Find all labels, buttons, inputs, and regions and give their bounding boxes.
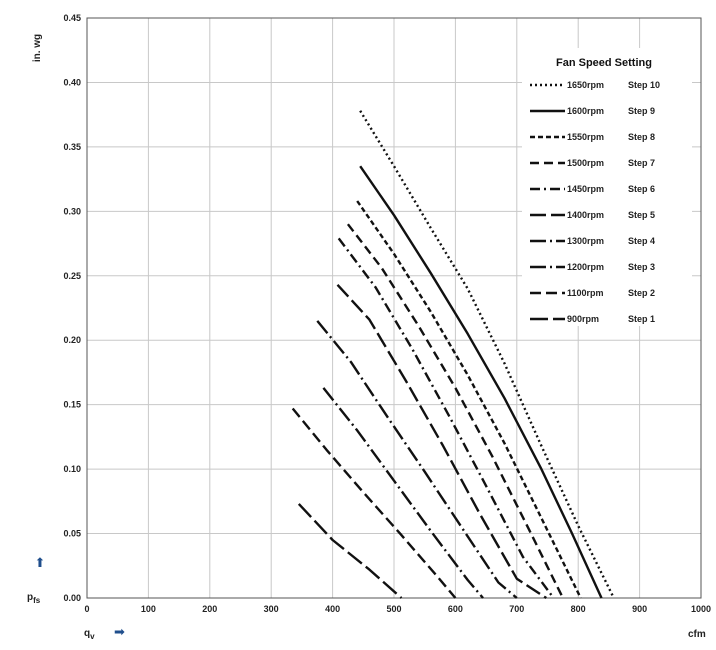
y-tick-label: 0.15 (63, 400, 81, 410)
series-line-1650rpm (359, 110, 615, 599)
series-line-1500rpm (346, 223, 564, 599)
tick-labels: 0 100 200 300 400 500 600 700 800 900 1000 0.00 0.05… (63, 13, 711, 614)
series-line-1200rpm (322, 387, 484, 599)
y-tick-label: 0.30 (63, 206, 81, 216)
series-line-1400rpm (336, 283, 547, 600)
y-tick-label: 0.40 (63, 77, 81, 87)
y-tick-label: 0.10 (63, 464, 81, 474)
x-tick-label: 800 (571, 604, 586, 614)
x-tick-label: 300 (264, 604, 279, 614)
y-unit-label: in. wg (32, 34, 43, 62)
legend-step-label: Step 2 (628, 288, 655, 298)
legend-title: Fan Speed Setting (556, 57, 652, 69)
svg-text:pfs: pfs (27, 592, 41, 605)
plot-frame (86, 17, 702, 599)
x-tick-label: 400 (325, 604, 340, 614)
y-tick-label: 0.25 (63, 271, 81, 281)
series-line-1600rpm (359, 165, 603, 599)
series-line-900rpm (297, 503, 403, 599)
y-axis-var: p (27, 592, 33, 603)
svg-text:qv: qv (84, 628, 95, 641)
legend-rpm-label: 1550rpm (567, 132, 604, 142)
x-axis-var: q (84, 628, 90, 639)
x-tick-label: 900 (632, 604, 647, 614)
legend-rpm-label: 900rpm (567, 314, 599, 324)
legend-step-label: Step 7 (628, 158, 655, 168)
legend-rpm-label: 1450rpm (567, 184, 604, 194)
x-tick-label: 1000 (691, 604, 711, 614)
x-tick-label: 500 (386, 604, 401, 614)
legend-rpm-label: 1200rpm (567, 262, 604, 272)
legend-rpm-label: 1600rpm (567, 106, 604, 116)
legend-step-label: Step 6 (628, 184, 655, 194)
x-unit-label: cfm (688, 629, 706, 640)
legend-rpm-label: 1100rpm (567, 288, 604, 298)
x-tick-label: 100 (141, 604, 156, 614)
y-axis-label: ⬆ pfs (27, 556, 45, 605)
x-tick-label: 0 (84, 604, 89, 614)
legend-rpm-label: 1400rpm (567, 210, 604, 220)
y-tick-label: 0.20 (63, 335, 81, 345)
legend-box (522, 48, 692, 326)
legend-rpm-label: 1300rpm (567, 236, 604, 246)
x-tick-label: 200 (202, 604, 217, 614)
series-line-1550rpm (356, 200, 582, 599)
x-axis-arrow-icon: ➡ (114, 625, 125, 640)
legend-rpm-label: 1500rpm (567, 158, 604, 168)
legend-rpm-label: 1650rpm (567, 80, 604, 90)
y-axis-arrow-icon: ⬆ (35, 556, 46, 571)
x-axis-var-sub: v (90, 632, 95, 641)
x-tick-label: 600 (448, 604, 463, 614)
y-tick-label: 0.00 (63, 593, 81, 603)
legend-step-label: Step 9 (628, 106, 655, 116)
legend-items: 1650rpm Step 10 1600rpm Step 9 1550rpm Step 8… (530, 80, 660, 324)
legend-step-label: Step 3 (628, 262, 655, 272)
series-line-1450rpm (337, 237, 555, 599)
x-axis-label: qv ➡ (84, 625, 125, 641)
x-tick-label: 700 (509, 604, 524, 614)
series-layer (291, 110, 615, 600)
y-tick-label: 0.45 (63, 13, 81, 23)
y-tick-label: 0.05 (63, 529, 81, 539)
legend-step-label: Step 1 (628, 314, 655, 324)
legend-step-label: Step 5 (628, 210, 655, 220)
legend-step-label: Step 4 (628, 236, 655, 246)
series-line-1300rpm (316, 320, 518, 599)
legend-step-label: Step 8 (628, 132, 655, 142)
series-line-1100rpm (291, 407, 457, 599)
legend: Fan Speed Setting 1650rpm Step 10 1600rpm S… (522, 48, 692, 326)
y-tick-label: 0.35 (63, 142, 81, 152)
legend-step-label: Step 10 (628, 80, 660, 90)
y-axis-var-sub: fs (33, 596, 41, 605)
